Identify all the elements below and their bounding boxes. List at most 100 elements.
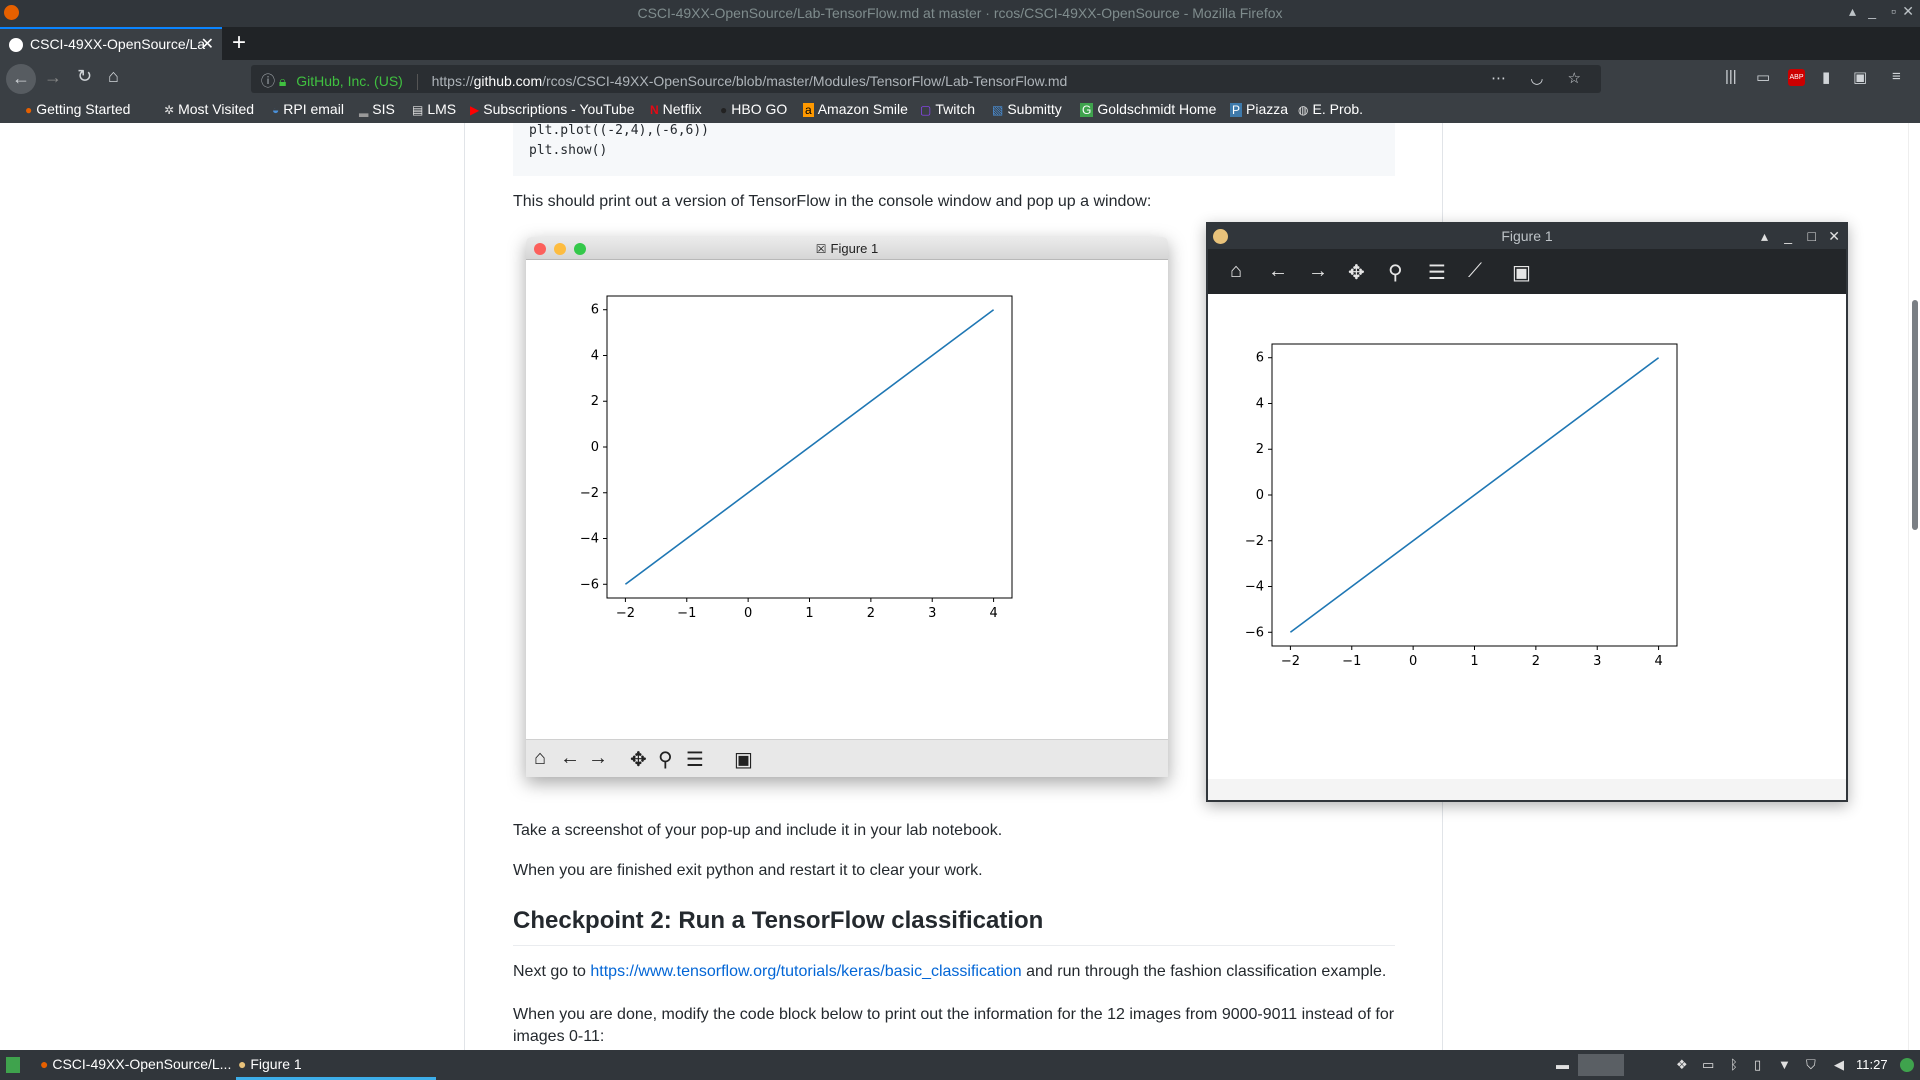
back-button[interactable]: ←	[6, 64, 36, 94]
window-close-icon[interactable]: ✕	[1828, 228, 1840, 244]
home-button[interactable]: ⌂	[108, 66, 119, 86]
arrow-right-icon[interactable]: →	[1308, 260, 1328, 282]
sidebar-icon[interactable]: ▭	[1756, 69, 1771, 86]
page-scrollbar[interactable]	[1908, 123, 1920, 1050]
y-tick-label: 2	[591, 394, 599, 409]
pager[interactable]	[1578, 1054, 1624, 1076]
url-path: /rcos/CSCI-49XX-OpenSource/blob/master/M…	[542, 73, 1068, 89]
edit-axis-icon[interactable]: ⟋	[1468, 260, 1482, 282]
bookmark-submitty[interactable]: ▧ Submitty	[992, 101, 1062, 117]
youtube-icon: ▶	[470, 103, 480, 117]
clipboard-icon[interactable]: ▯	[1754, 1057, 1762, 1072]
show-desktop-icon[interactable]: ▬	[1556, 1057, 1569, 1072]
configure-icon[interactable]: ☰	[1428, 262, 1446, 284]
home-icon: ⌂	[534, 747, 547, 769]
window-maximize-icon[interactable]: ▫	[1891, 3, 1896, 19]
bookmark-lms[interactable]: ▤ LMS	[412, 101, 457, 117]
zoom-dot-icon	[574, 243, 586, 255]
tab-strip: CSCI-49XX-OpenSource/La ✕ +	[0, 27, 1920, 60]
submitty-icon: ▧	[992, 103, 1004, 117]
arrow-left-icon[interactable]: ←	[1268, 260, 1288, 282]
window-minimize-icon[interactable]: _	[1784, 228, 1792, 244]
firefox-icon	[4, 5, 19, 20]
figure-window-titlebar[interactable]: Figure 1 ▴ _ □ ✕	[1208, 224, 1846, 249]
reload-button[interactable]: ↻	[77, 66, 93, 86]
x-tick-label: 0	[1409, 654, 1417, 669]
x-tick-label: 3	[928, 606, 936, 621]
volume-icon[interactable]: ◀	[1834, 1057, 1844, 1072]
figure-window-linux[interactable]: Figure 1 ▴ _ □ ✕ ⌂ ← → ✥ ⚲ ☰ ⟋ ▣ −2 −1 0 1 2…	[1206, 222, 1848, 802]
menu-icon[interactable]: ≡	[1892, 68, 1901, 85]
window-close-icon[interactable]: ✕	[1902, 3, 1914, 19]
bluetooth-icon[interactable]: ᛒ	[1730, 1057, 1738, 1072]
bookmark-goldschmidt[interactable]: G Goldschmidt Home	[1080, 101, 1217, 117]
save-icon[interactable]: ▣	[1512, 262, 1531, 284]
matplotlib-icon	[1213, 229, 1228, 244]
x-tick-label: 2	[1532, 654, 1540, 669]
shield-icon[interactable]: ⛉	[1806, 1057, 1816, 1072]
app-menu-icon[interactable]	[6, 1057, 20, 1073]
matplotlib-icon: ●	[238, 1056, 247, 1072]
x-tick-label: −2	[1281, 654, 1300, 669]
update-icon[interactable]	[1900, 1058, 1914, 1072]
bookmark-youtube[interactable]: ▶ Subscriptions - YouTube	[470, 101, 635, 117]
x-tick-label: −2	[616, 606, 635, 621]
window-maximize-icon[interactable]: □	[1807, 228, 1816, 244]
figure-window-statusbar	[1208, 779, 1846, 800]
bookmark-twitch[interactable]: ▢ Twitch	[920, 101, 976, 117]
pocket-icon[interactable]: ◡	[1530, 70, 1554, 87]
globe-icon: ◍	[1298, 103, 1309, 117]
library-icon[interactable]: |||	[1725, 68, 1737, 85]
bookmark-piazza[interactable]: P Piazza	[1230, 101, 1289, 117]
series-line	[624, 309, 995, 585]
paragraph-popup-intro: This should print out a version of Tenso…	[513, 193, 1152, 210]
navigation-toolbar: ← → ↻ ⌂ ⓘ 🔒︎ GitHub, Inc. (US) https://g…	[0, 60, 1920, 97]
zoom-icon: ⚲	[658, 749, 673, 771]
url-prefix: https://	[431, 73, 474, 89]
mail-icon: ◒	[272, 103, 280, 117]
bookmark-hbo-go[interactable]: ● HBO GO	[720, 101, 788, 117]
bookmark-sis[interactable]: ▂ SIS	[359, 101, 395, 117]
bookmark-amazon-smile[interactable]: a Amazon Smile	[803, 101, 908, 117]
clock[interactable]: 11:27	[1856, 1057, 1888, 1072]
info-icon[interactable]: ⓘ	[261, 73, 275, 89]
url-bar[interactable]: ⓘ 🔒︎ GitHub, Inc. (US) https://github.co…	[251, 65, 1601, 93]
taskbar-figure[interactable]: ● Figure 1	[238, 1056, 302, 1072]
y-tick-label: 4	[591, 348, 599, 363]
bookmark-netflix[interactable]: N Netflix	[650, 101, 702, 117]
window-keep-above-icon[interactable]: ▴	[1848, 3, 1856, 19]
zoom-icon[interactable]: ⚲	[1388, 262, 1403, 284]
tensorflow-link[interactable]: https://www.tensorflow.org/tutorials/ker…	[590, 963, 1022, 980]
window-keep-above-icon[interactable]: ▴	[1760, 228, 1768, 244]
pan-icon[interactable]: ✥	[1348, 262, 1365, 284]
wifi-icon[interactable]: ▼	[1778, 1057, 1791, 1072]
tab-close-icon[interactable]: ✕	[200, 36, 214, 53]
dropbox-icon[interactable]: ❖	[1676, 1057, 1688, 1072]
adblock-icon[interactable]: ABP	[1788, 69, 1805, 86]
extension-icon[interactable]: ▣	[1853, 69, 1868, 86]
page-actions-icon[interactable]: ⋯	[1491, 70, 1517, 87]
figure-screenshot-mac: ☒ Figure 1 −2 −1 0 1 2 3 4 6 4 2 0 −2 −4 −6 ⌂ ← → ✥ ⚲ …	[526, 237, 1168, 777]
bookmark-most-visited[interactable]: ✲ Most Visited	[164, 101, 255, 117]
bookmark-star-icon[interactable]: ☆	[1567, 70, 1591, 87]
site-identity[interactable]: GitHub, Inc. (US)	[296, 73, 403, 89]
figure-window-toolbar: ⌂ ← → ✥ ⚲ ☰ ⟋ ▣	[1208, 249, 1846, 294]
series-line	[1289, 357, 1660, 633]
window-minimize-icon[interactable]: _	[1868, 3, 1876, 19]
x-tick-label: 2	[867, 606, 875, 621]
figure-mac-plot: −2 −1 0 1 2 3 4 6 4 2 0 −2 −4 −6	[580, 295, 1013, 621]
bookmark-rpi-email[interactable]: ◒ RPI email	[272, 101, 344, 117]
home-icon[interactable]: ⌂	[1230, 260, 1243, 282]
bookmark-getting-started[interactable]: ● Getting Started	[25, 101, 131, 117]
reader-icon[interactable]: ▮	[1822, 69, 1831, 86]
new-tab-button[interactable]: +	[232, 29, 247, 56]
code-block: plt.plot((-2,4),(-6,6)) plt.show()	[513, 123, 1395, 176]
page-scrollbar-thumb[interactable]	[1912, 300, 1918, 530]
terminal-icon[interactable]: ▭	[1702, 1057, 1715, 1072]
taskbar-firefox[interactable]: ● CSCI-49XX-OpenSource/L...	[40, 1056, 232, 1072]
bookmark-e-prob[interactable]: ◍ E. Prob.	[1298, 101, 1364, 117]
forward-button[interactable]: →	[44, 67, 62, 87]
hbo-icon: ●	[720, 103, 728, 117]
y-tick-label: 0	[1256, 488, 1264, 503]
tab-github-lab[interactable]: CSCI-49XX-OpenSource/La ✕	[0, 27, 222, 60]
